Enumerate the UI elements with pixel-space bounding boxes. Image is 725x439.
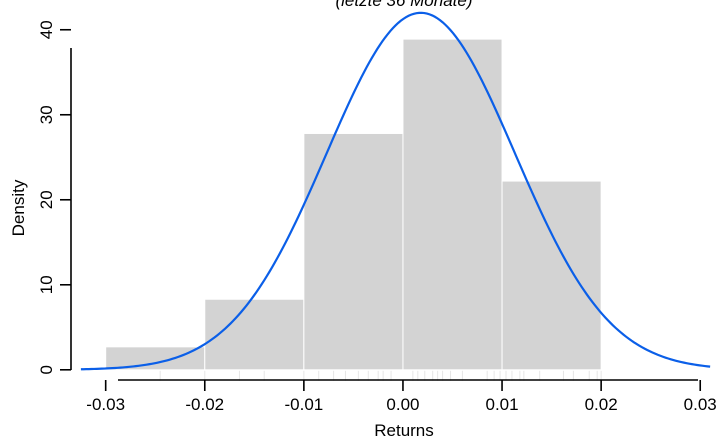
normal-density-curve <box>80 11 711 371</box>
x-axis-title: Returns <box>374 421 434 439</box>
histogram-bar-1 <box>105 346 206 371</box>
x-axis-ticks: -0.03 -0.02 -0.01 0.00 0.01 0.02 0.03 <box>86 380 717 414</box>
histogram-bar-5 <box>501 180 602 371</box>
rug-marks <box>159 370 602 381</box>
y-tick-label-1: 0 <box>37 365 56 374</box>
y-tick-label-5: 40 <box>37 20 56 39</box>
x-tick-label-5: 0.01 <box>485 395 518 414</box>
histogram-bars <box>105 38 602 371</box>
histogram-bar-3 <box>303 132 404 371</box>
x-tick-label-2: -0.02 <box>185 395 224 414</box>
x-tick-label-3: -0.01 <box>284 395 323 414</box>
y-axis-ticks: 0 10 20 30 40 <box>37 20 71 375</box>
histogram-bar-2 <box>204 298 305 371</box>
x-tick-label-6: 0.02 <box>585 395 618 414</box>
y-tick-label-4: 30 <box>37 105 56 124</box>
y-tick-label-2: 10 <box>37 275 56 294</box>
y-tick-label-3: 20 <box>37 190 56 209</box>
histogram-bar-4 <box>402 38 503 371</box>
x-tick-label-7: 0.03 <box>684 395 717 414</box>
x-tick-label-1: -0.03 <box>86 395 125 414</box>
x-tick-label-4: 0.00 <box>386 395 419 414</box>
chart-subtitle: (letzte 36 Monate) <box>335 0 472 10</box>
y-axis-title: Density <box>9 179 28 236</box>
